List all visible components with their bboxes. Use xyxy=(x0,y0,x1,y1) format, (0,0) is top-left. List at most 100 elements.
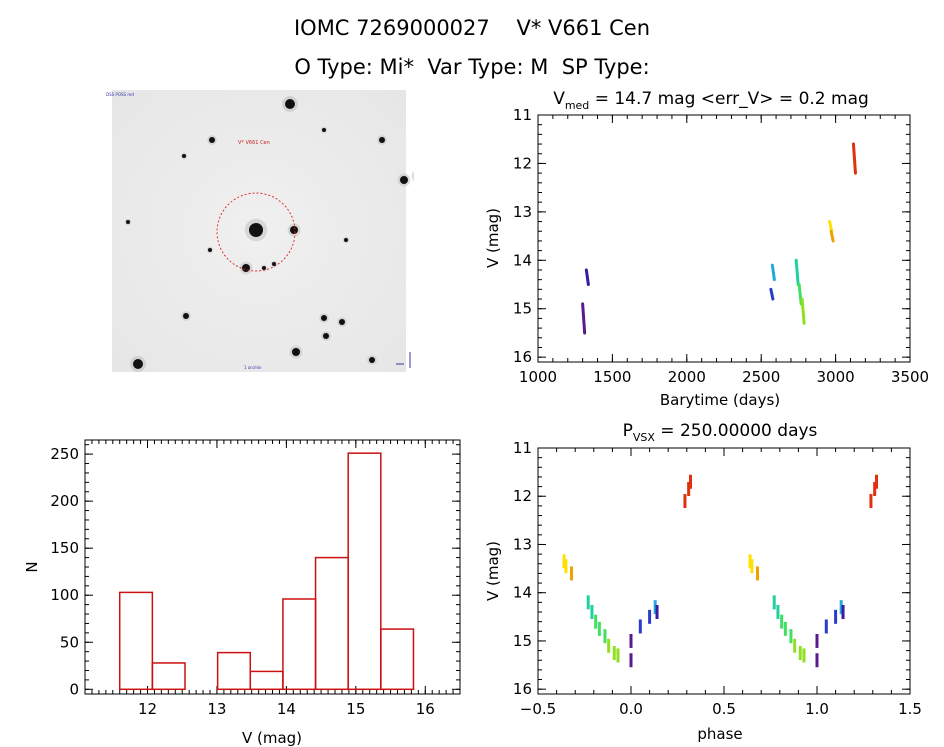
ph-data-point xyxy=(841,605,845,619)
hist-bar xyxy=(216,651,252,691)
target-circle xyxy=(216,192,296,272)
hist-bar xyxy=(347,452,382,691)
star xyxy=(322,128,326,132)
ph-data-point xyxy=(875,474,879,489)
lc-xtick-label: 1000 xyxy=(519,368,557,386)
hist-ytick-label: 150 xyxy=(50,539,79,557)
lc-data-segment xyxy=(584,268,590,287)
ph-data-point xyxy=(607,638,611,653)
ph-title-text: = 250.00000 days xyxy=(655,421,818,441)
star xyxy=(379,137,385,143)
thumbnail-bottom-label: 1 arcmin xyxy=(244,365,262,370)
hist-bar xyxy=(380,628,415,691)
lc-frame xyxy=(537,114,911,363)
ph-ytick-label: 16 xyxy=(513,680,532,698)
star xyxy=(290,226,298,234)
hist-xtick-label: 15 xyxy=(346,700,365,718)
chart-title-line1: IOMC 7269000027 V* V661 Cen xyxy=(293,16,651,40)
star xyxy=(209,137,215,143)
ph-title-subscript: VSX xyxy=(633,431,656,444)
ph-data-point xyxy=(629,653,633,668)
ph-data-point xyxy=(612,646,616,660)
ph-data-point xyxy=(783,621,787,636)
lc-title-symbol: V xyxy=(553,89,565,109)
histogram-panel: 12 13 14 15 16 0 50 100 150 200 250 V (mag) N xyxy=(23,439,461,747)
ph-data-point xyxy=(586,595,590,610)
star xyxy=(400,176,408,184)
star xyxy=(323,333,329,339)
ph-data-point xyxy=(839,600,843,615)
star xyxy=(321,315,327,321)
star xyxy=(249,223,263,237)
ph-data-point xyxy=(569,566,573,581)
ph-xtick-label: 1.5 xyxy=(898,700,922,718)
lc-xtick-label: 3500 xyxy=(891,368,929,386)
lc-xtick-label: 2500 xyxy=(742,368,780,386)
ph-data-point xyxy=(603,629,607,644)
ph-data-point xyxy=(653,600,657,615)
lc-ytick-label: 15 xyxy=(513,300,532,318)
lc-title-subscript: med xyxy=(565,99,589,112)
lc-xtick-label: 1500 xyxy=(593,368,631,386)
ph-data-point xyxy=(873,482,877,496)
ph-data-point xyxy=(616,648,620,663)
hist-ytick-label: 0 xyxy=(69,680,79,698)
star xyxy=(133,359,143,369)
lc-ytick-label: 14 xyxy=(513,251,532,269)
ph-ylabel: V (mag) xyxy=(484,541,502,601)
lc-ytick-label: 16 xyxy=(513,348,532,366)
lc-data-segment xyxy=(770,263,776,282)
ph-xlabel: phase xyxy=(697,725,742,743)
ph-data-point xyxy=(597,621,601,636)
ph-data-point xyxy=(562,554,566,569)
ph-xtick-label: −0.5 xyxy=(520,700,556,718)
ph-data-point xyxy=(648,609,652,624)
ph-data-point xyxy=(629,633,633,648)
ph-frame xyxy=(537,447,911,695)
hist-frame xyxy=(84,439,461,695)
thumbnail-corner-label: DSS POSS red xyxy=(106,92,134,97)
hist-bar xyxy=(151,662,186,691)
hist-xtick-label: 14 xyxy=(277,700,296,718)
ph-data-point xyxy=(824,619,828,634)
ph-data-point xyxy=(772,595,776,610)
star xyxy=(339,319,345,325)
lc-xtick-label: 3000 xyxy=(817,368,855,386)
star xyxy=(182,154,186,158)
ph-data-point xyxy=(789,629,793,644)
ph-ytick-label: 14 xyxy=(513,584,532,602)
ph-data-point xyxy=(815,633,819,648)
lc-ytick-label: 13 xyxy=(513,203,532,221)
ph-data-point xyxy=(776,605,780,619)
lc-title-text: = 14.7 mag <err_V> = 0.2 mag xyxy=(589,89,869,109)
lc-data-segment xyxy=(581,302,587,335)
ph-data-point xyxy=(802,648,806,663)
ph-title: PVSX = 250.00000 days xyxy=(623,421,818,444)
lc-ytick-label: 12 xyxy=(513,154,532,172)
lc-data-segment xyxy=(851,142,857,175)
hist-bar xyxy=(118,591,154,691)
target-label: V* V661 Cen xyxy=(238,140,270,146)
hist-bar xyxy=(282,598,317,691)
ph-data-point xyxy=(689,474,693,489)
ph-data-point xyxy=(834,609,838,624)
star xyxy=(126,220,130,224)
star xyxy=(183,313,189,319)
lc-data-segment xyxy=(769,287,775,301)
ph-ytick-label: 11 xyxy=(513,439,532,457)
ph-data-point xyxy=(869,494,873,509)
phased-curve-panel: −0.5 0.0 0.5 1.0 1.5 11 12 13 14 15 16 PVSX = 250.0… xyxy=(484,421,922,743)
star xyxy=(272,262,276,266)
ph-ytick-label: 13 xyxy=(513,535,532,553)
star xyxy=(292,348,300,356)
star-halo xyxy=(411,171,414,181)
lc-data-segment xyxy=(829,229,835,243)
hist-ytick-label: 50 xyxy=(60,633,79,651)
hist-ytick-label: 100 xyxy=(50,586,79,604)
ph-ytick-label: 12 xyxy=(513,487,532,505)
lc-data-segment xyxy=(800,297,806,325)
ph-title-symbol: P xyxy=(623,421,633,441)
sky-thumbnail: V* V661 Cen DSS POSS red 1 arcmin xyxy=(106,90,414,372)
ph-data-point xyxy=(755,566,759,581)
lc-title: Vmed = 14.7 mag <err_V> = 0.2 mag xyxy=(553,89,869,112)
